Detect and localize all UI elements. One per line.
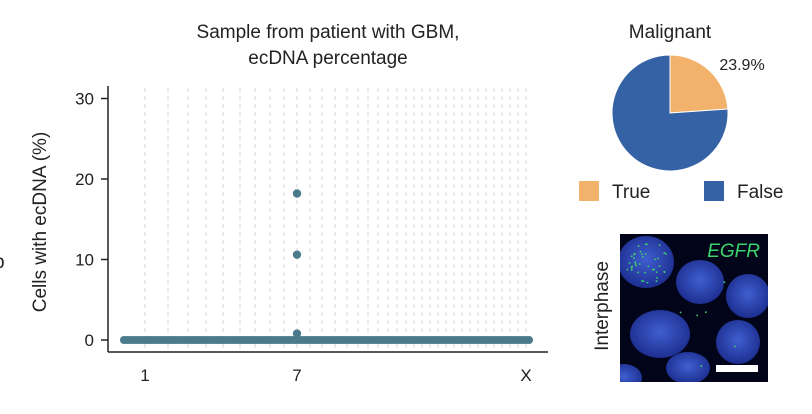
data-point bbox=[292, 189, 302, 198]
data-point bbox=[292, 329, 302, 338]
egfr-dot bbox=[646, 281, 649, 284]
egfr-dot bbox=[679, 311, 682, 314]
nucleus bbox=[620, 236, 674, 288]
x-tick-label: 7 bbox=[292, 366, 301, 385]
egfr-dot bbox=[635, 264, 637, 267]
nuclei bbox=[620, 236, 768, 382]
egfr-dot bbox=[663, 252, 666, 254]
egfr-dot bbox=[733, 345, 736, 348]
y-axis-label: Cells with ecDNA (%) bbox=[30, 132, 51, 313]
malignant-pie-chart: Malignant 23.9% True False bbox=[579, 22, 783, 203]
egfr-dot bbox=[657, 257, 659, 260]
egfr-dot bbox=[644, 253, 647, 255]
x-tick-label: X bbox=[520, 366, 531, 385]
micrograph-side-label: Interphase bbox=[592, 261, 613, 351]
pie-slices bbox=[611, 54, 729, 172]
egfr-dot bbox=[630, 269, 633, 271]
nucleus bbox=[666, 352, 710, 382]
egfr-dot bbox=[723, 281, 726, 284]
egfr-dot bbox=[642, 280, 645, 283]
chart-title-line-2: ecDNA percentage bbox=[248, 48, 408, 69]
legend-swatch-false bbox=[704, 181, 724, 201]
pie-data-label: 23.9% bbox=[719, 57, 764, 74]
pie-slice-true bbox=[669, 54, 729, 114]
chromosome-grid-lines bbox=[144, 88, 527, 350]
egfr-dot bbox=[640, 253, 643, 256]
pie-slice-false bbox=[611, 54, 729, 172]
pie-title: Malignant bbox=[629, 22, 712, 43]
egfr-dot bbox=[637, 245, 640, 247]
egfr-dot bbox=[700, 365, 703, 367]
nucleus bbox=[716, 320, 760, 364]
legend-label-false: False bbox=[737, 182, 783, 203]
egfr-dot bbox=[696, 314, 699, 317]
egfr-dot bbox=[640, 280, 643, 282]
stain-label: EGFR bbox=[707, 241, 760, 262]
data-point bbox=[525, 336, 533, 344]
egfr-dot bbox=[626, 268, 629, 271]
data-points bbox=[292, 189, 302, 338]
egfr-dot bbox=[641, 256, 644, 258]
nucleus bbox=[630, 310, 690, 358]
egfr-dot bbox=[630, 266, 633, 269]
egfr-dot bbox=[704, 311, 707, 314]
nucleus bbox=[726, 274, 768, 318]
egfr-dot bbox=[665, 253, 668, 255]
egfr-dot bbox=[630, 255, 633, 258]
nucleus bbox=[676, 260, 724, 304]
egfr-dot bbox=[647, 265, 650, 268]
y-tick-label: 20 bbox=[75, 170, 94, 189]
egfr-dot bbox=[644, 271, 646, 274]
pie-legend: True False bbox=[579, 181, 783, 203]
egfr-dot bbox=[655, 271, 658, 273]
egfr-dot bbox=[644, 243, 647, 246]
y-tick-label: 30 bbox=[75, 90, 94, 109]
egfr-dot bbox=[658, 244, 661, 247]
egfr-dot bbox=[656, 276, 658, 279]
egfr-dot bbox=[639, 250, 642, 253]
x-axis-ticks: 1 7 X bbox=[140, 366, 531, 385]
chart-title-line-1: Sample from patient with GBM, bbox=[197, 22, 460, 43]
baseline-points bbox=[120, 336, 533, 344]
nucleus bbox=[620, 364, 642, 382]
interphase-micrograph: Interphase EGFR bbox=[592, 234, 768, 382]
legend-swatch-true bbox=[579, 181, 599, 201]
egfr-dot bbox=[658, 265, 661, 268]
egfr-dot bbox=[663, 271, 666, 274]
scale-bar bbox=[716, 365, 758, 372]
egfr-signal-dots bbox=[626, 243, 736, 367]
egfr-dot bbox=[634, 263, 637, 265]
y-tick-label: 10 bbox=[75, 251, 94, 270]
data-point bbox=[292, 250, 302, 259]
y-axis-ticks: 0 10 20 30 bbox=[75, 90, 108, 350]
egfr-dot bbox=[631, 265, 634, 268]
egfr-dot bbox=[651, 268, 654, 271]
egfr-dot bbox=[634, 261, 637, 263]
x-tick-label: 1 bbox=[140, 366, 149, 385]
partial-panel-label: b bbox=[0, 252, 5, 273]
egfr-dot bbox=[638, 263, 641, 265]
legend-label-true: True bbox=[612, 182, 650, 203]
ecdna-scatter-chart: Sample from patient with GBM, ecDNA perc… bbox=[0, 22, 548, 385]
egfr-dot bbox=[633, 257, 635, 260]
y-tick-label: 0 bbox=[85, 331, 94, 350]
egfr-dot bbox=[628, 262, 631, 264]
egfr-dot bbox=[655, 280, 658, 283]
egfr-dot bbox=[654, 258, 657, 261]
egfr-dot bbox=[637, 271, 640, 274]
egfr-dot bbox=[633, 252, 636, 255]
